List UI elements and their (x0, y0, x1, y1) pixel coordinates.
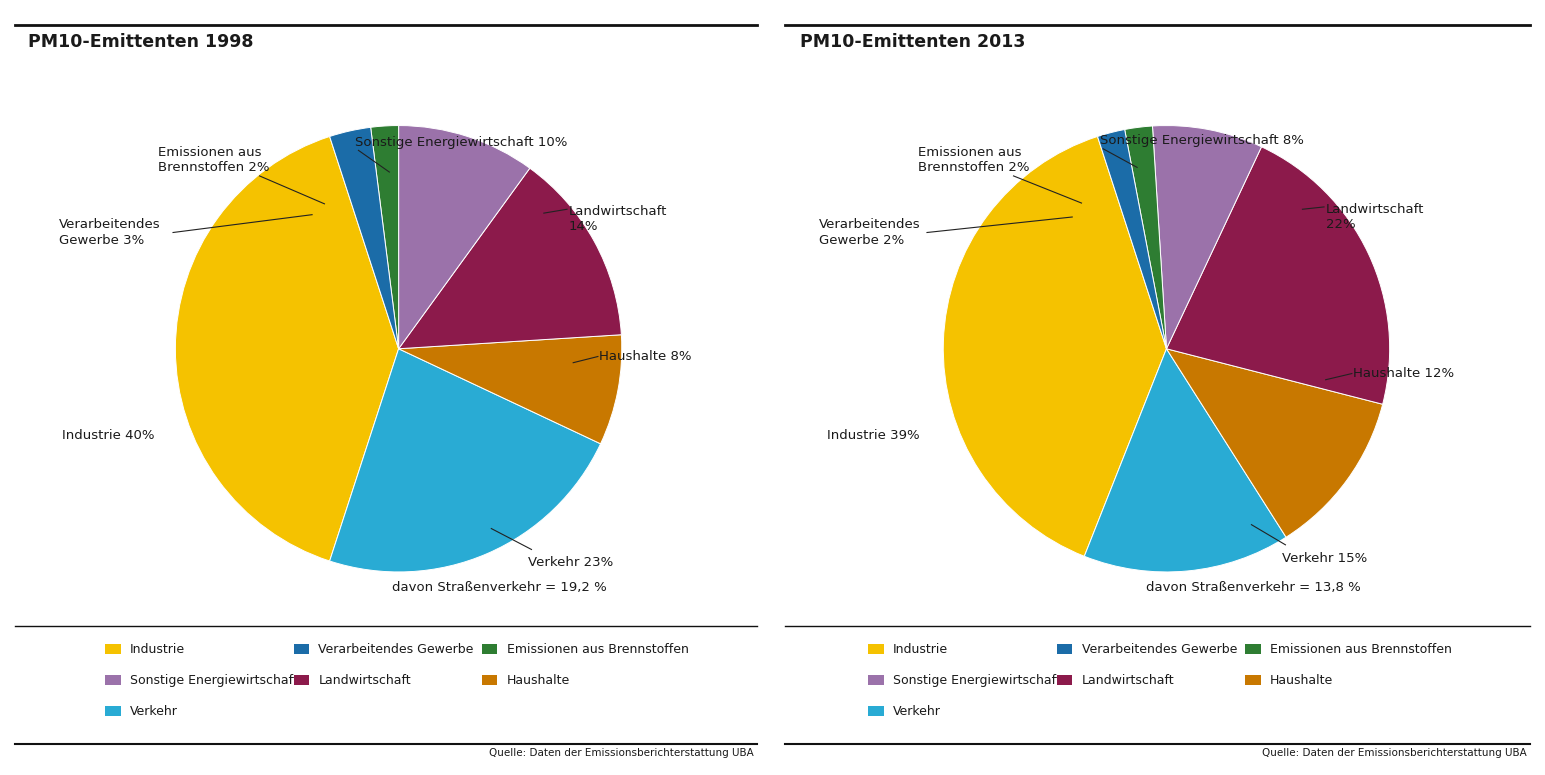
Text: Sonstige Energiewirtschaft: Sonstige Energiewirtschaft (893, 674, 1061, 687)
Text: PM10-Emittenten 1998: PM10-Emittenten 1998 (28, 33, 253, 50)
Text: Sonstige Energiewirtschaft 10%: Sonstige Energiewirtschaft 10% (355, 136, 567, 149)
Wedge shape (1153, 126, 1262, 349)
Text: Quelle: Daten der Emissionsberichterstattung UBA: Quelle: Daten der Emissionsberichterstat… (490, 748, 754, 758)
Wedge shape (1166, 146, 1389, 405)
Text: Landwirtschaft: Landwirtschaft (318, 674, 411, 687)
Text: Verarbeitendes
Gewerbe 2%: Verarbeitendes Gewerbe 2% (819, 219, 921, 246)
Text: Verkehr 23%: Verkehr 23% (528, 556, 613, 570)
Wedge shape (399, 168, 621, 349)
Text: Industrie 39%: Industrie 39% (827, 429, 919, 442)
Text: Haushalte 12%: Haushalte 12% (1353, 367, 1454, 380)
Text: Verarbeitendes Gewerbe: Verarbeitendes Gewerbe (1082, 643, 1238, 656)
Text: PM10-Emittenten 2013: PM10-Emittenten 2013 (800, 33, 1026, 50)
Text: Haushalte 8%: Haushalte 8% (599, 350, 692, 363)
Text: Haushalte: Haushalte (1270, 674, 1333, 687)
Text: Industrie 40%: Industrie 40% (62, 429, 154, 442)
Text: Emissionen aus
Brennstoffen 2%: Emissionen aus Brennstoffen 2% (158, 146, 269, 174)
Text: Verkehr: Verkehr (130, 705, 178, 718)
Text: Landwirtschaft: Landwirtschaft (1082, 674, 1174, 687)
Text: Verarbeitendes Gewerbe: Verarbeitendes Gewerbe (318, 643, 474, 656)
Text: Landwirtschaft
14%: Landwirtschaft 14% (569, 205, 667, 232)
Wedge shape (176, 136, 399, 561)
Wedge shape (1097, 129, 1166, 349)
Wedge shape (1125, 126, 1166, 349)
Wedge shape (1085, 349, 1285, 572)
Text: Sonstige Energiewirtschaft: Sonstige Energiewirtschaft (130, 674, 298, 687)
Text: Landwirtschaft
22%: Landwirtschaft 22% (1326, 203, 1424, 231)
Text: Industrie: Industrie (130, 643, 185, 656)
Wedge shape (1166, 349, 1383, 537)
Text: Haushalte: Haushalte (507, 674, 570, 687)
Text: Sonstige Energiewirtschaft 8%: Sonstige Energiewirtschaft 8% (1100, 134, 1304, 147)
Text: Emissionen aus Brennstoffen: Emissionen aus Brennstoffen (1270, 643, 1452, 656)
Text: davon Straßenverkehr = 19,2 %: davon Straßenverkehr = 19,2 % (392, 581, 607, 594)
Wedge shape (329, 349, 601, 572)
Text: Verarbeitendes
Gewerbe 3%: Verarbeitendes Gewerbe 3% (59, 219, 161, 246)
Wedge shape (399, 335, 621, 444)
Text: davon Straßenverkehr = 13,8 %: davon Straßenverkehr = 13,8 % (1146, 581, 1361, 594)
Text: Verkehr 15%: Verkehr 15% (1282, 552, 1367, 565)
Wedge shape (399, 126, 530, 349)
Text: Verkehr: Verkehr (893, 705, 941, 718)
Text: Industrie: Industrie (893, 643, 949, 656)
Wedge shape (371, 126, 399, 349)
Text: Emissionen aus Brennstoffen: Emissionen aus Brennstoffen (507, 643, 689, 656)
Text: Quelle: Daten der Emissionsberichterstattung UBA: Quelle: Daten der Emissionsberichterstat… (1262, 748, 1526, 758)
Wedge shape (329, 127, 399, 349)
Text: Emissionen aus
Brennstoffen 2%: Emissionen aus Brennstoffen 2% (918, 146, 1029, 174)
Wedge shape (944, 136, 1166, 556)
